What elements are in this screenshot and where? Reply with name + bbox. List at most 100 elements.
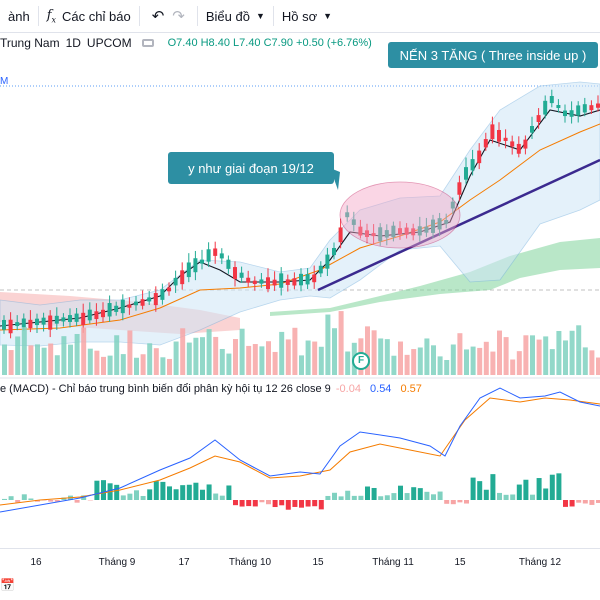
volume-bar xyxy=(556,330,562,375)
macd-hist-bar xyxy=(153,481,159,500)
candle-body xyxy=(160,289,165,300)
volume-bar xyxy=(378,338,384,375)
candle-body xyxy=(134,301,138,306)
candle-body xyxy=(312,274,317,283)
toolbar-separator xyxy=(272,6,274,26)
macd-hist-bar xyxy=(28,498,34,500)
candle-body xyxy=(180,270,185,285)
volume-bar xyxy=(589,350,595,375)
candle-body xyxy=(226,259,231,269)
candle-body xyxy=(68,315,72,322)
candle-body xyxy=(41,317,46,325)
macd-hist-bar xyxy=(266,500,271,505)
macd-hist-bar xyxy=(543,488,549,500)
candle-body xyxy=(272,279,277,286)
candle-body xyxy=(193,258,198,273)
volume-bar xyxy=(497,330,502,375)
volume-bar xyxy=(417,347,423,375)
macd-hist-bar xyxy=(134,490,139,500)
macd-hist-bar xyxy=(563,500,568,507)
macd-title: e (MACD) - Chỉ báo trung bình biến đổi p… xyxy=(0,383,331,395)
candle-body xyxy=(477,150,482,164)
candle-body xyxy=(450,201,455,209)
volume-bar xyxy=(147,343,153,375)
candle-body xyxy=(153,293,158,306)
candle-body xyxy=(398,228,402,235)
symbol-interval[interactable]: 1D xyxy=(65,36,81,50)
candle-body xyxy=(127,304,132,308)
volume-bar xyxy=(457,333,463,375)
visibility-icon[interactable] xyxy=(141,39,154,47)
volume-bar xyxy=(576,325,582,375)
undo-icon[interactable]: ↶ xyxy=(151,8,165,25)
candle-body xyxy=(569,110,574,117)
candle-body xyxy=(470,159,475,171)
candle-body xyxy=(411,228,416,236)
macd-hist-bar xyxy=(167,486,172,500)
note-callout[interactable]: y như giai đoạn 19/12 xyxy=(168,152,334,184)
macd-hist-bar xyxy=(61,497,67,500)
indicators-button[interactable]: fx Các chỉ báo xyxy=(39,0,139,32)
volume-bar xyxy=(61,336,67,375)
calendar-icon[interactable]: 📅 xyxy=(0,578,15,592)
volume-bar xyxy=(239,328,245,375)
symbol-exchange[interactable]: UPCOM xyxy=(86,36,132,50)
time-axis[interactable]: 16 Tháng 9 17 Tháng 10 15 Tháng 11 15 Th… xyxy=(0,548,600,575)
candle-body xyxy=(305,274,310,285)
volume-bar xyxy=(444,359,450,375)
volume-bar xyxy=(173,341,179,375)
macd-hist-bar xyxy=(272,500,278,508)
volume-bar xyxy=(450,344,456,375)
toolbar-separator xyxy=(196,6,198,26)
macd-hist-bar xyxy=(404,493,410,500)
undo-redo-group: ↶ ↷ xyxy=(140,0,197,32)
volume-bar xyxy=(285,339,291,375)
macd-signal-line xyxy=(0,397,600,506)
volume-bar xyxy=(114,335,120,375)
macd-hist-bar xyxy=(536,478,542,500)
volume-bar xyxy=(365,326,370,375)
macd-hist-bar xyxy=(325,495,331,500)
volume-bar xyxy=(68,344,73,375)
candle-body xyxy=(219,253,224,259)
volume-bar xyxy=(437,356,443,375)
candle-body xyxy=(424,226,429,233)
volume-bar xyxy=(530,335,535,375)
candle-body xyxy=(365,230,369,237)
volume-bar xyxy=(563,340,568,375)
macd-hist-bar xyxy=(8,496,14,500)
pattern-callout[interactable]: NẾN 3 TĂNG ( Three inside up ) xyxy=(388,42,598,68)
volume-bar xyxy=(186,342,192,375)
volume-bar xyxy=(510,359,516,375)
candle-body xyxy=(266,277,270,290)
macd-hist-bar xyxy=(596,500,600,503)
symbol-name[interactable]: Trung Nam xyxy=(0,36,60,50)
macd-hist-bar xyxy=(219,495,225,500)
candle-body xyxy=(391,225,396,238)
macd-hist-bar xyxy=(332,492,337,500)
candle-body xyxy=(252,280,257,284)
macd-hist-bar xyxy=(411,487,417,500)
candle-body xyxy=(404,227,409,235)
volume-bar xyxy=(490,351,496,375)
top-toolbar: ành fx Các chỉ báo ↶ ↷ Biểu đồ ▼ Hồ sơ ▼ xyxy=(0,0,600,33)
pattern-highlight xyxy=(339,181,461,249)
candle-body xyxy=(167,287,171,292)
volume-bar xyxy=(134,357,139,375)
volume-bar xyxy=(332,328,337,375)
chart-type-menu[interactable]: Biểu đồ ▼ xyxy=(198,0,273,32)
candle-body xyxy=(114,305,119,312)
macd-hist-bar xyxy=(424,491,430,500)
redo-icon[interactable]: ↷ xyxy=(172,8,185,25)
candle-body xyxy=(345,212,350,218)
volume-bar xyxy=(371,330,377,375)
profile-menu[interactable]: Hồ sơ ▼ xyxy=(274,0,340,32)
candle-body xyxy=(516,143,521,154)
price-chart[interactable] xyxy=(0,0,600,548)
candle-body xyxy=(239,272,244,278)
event-flag-icon[interactable]: F xyxy=(352,352,370,370)
candle-body xyxy=(206,249,211,262)
toolbar-cut-item[interactable]: ành xyxy=(0,0,38,32)
candlesticks xyxy=(2,89,600,339)
macd-hist-bar xyxy=(351,495,357,500)
